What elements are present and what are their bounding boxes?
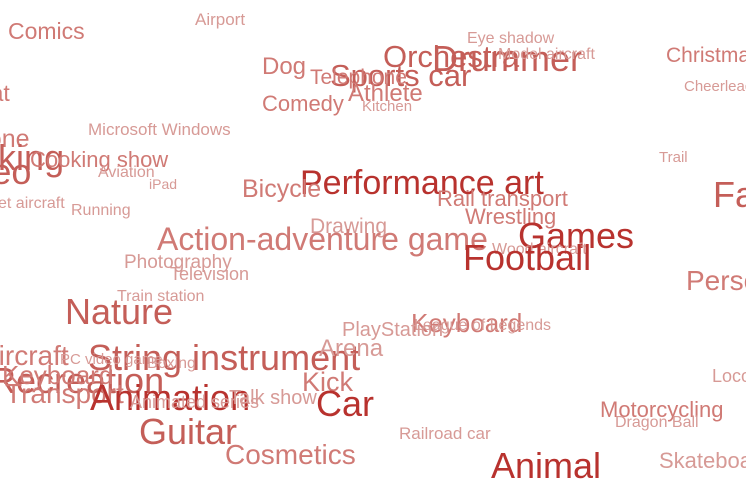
word-fashion: Fashion [713, 174, 746, 215]
word-ipad: iPad [149, 176, 178, 192]
word-locomotive: Locomotive [712, 366, 746, 386]
word-phone: phone [0, 125, 30, 153]
word-arena: Arena [319, 335, 384, 362]
word-christmas: Christmas [666, 44, 746, 67]
word-wrestling: Wrestling [465, 204, 557, 229]
word-boxing: Boxing [147, 355, 196, 372]
word-animation: Animation [90, 377, 251, 418]
word-sports-car: Sports car [330, 58, 472, 93]
word-railroad-car: Railroad car [399, 424, 491, 443]
word-athlete: Athlete [348, 80, 423, 107]
word-performance-art: Performance art [300, 164, 544, 202]
word-transport: Transport [5, 378, 124, 409]
word-keyboard: Keyboard [411, 308, 523, 338]
word-aircraft: Aircraft [0, 340, 69, 371]
word-microsoft-windows: Microsoft Windows [88, 120, 231, 139]
word-kitchen: Kitchen [362, 98, 413, 115]
word-motorcycling: Motorcycling [600, 397, 724, 422]
word-airport: Airport [195, 10, 246, 29]
word-pc-video-game: PC video game [60, 351, 163, 368]
word-hat: Hat [0, 80, 10, 106]
word-cooking: cooking [0, 137, 65, 178]
word-dragon-ball: Dragon Ball [615, 414, 699, 431]
word-television: Television [170, 264, 250, 284]
word-keyboard-2: Keyboard [2, 360, 114, 390]
word-drawing: Drawing [310, 215, 388, 238]
word-jet-aircraft: Jet aircraft [0, 195, 65, 212]
word-talk-show: Talk show [229, 387, 317, 409]
word-photography: Photography [124, 252, 232, 273]
word-video: Video [0, 151, 32, 192]
word-cosmetics: Cosmetics [225, 439, 356, 470]
word-telephone: Telephone [310, 66, 407, 89]
word-football: Football [463, 237, 592, 278]
word-trail: Trail [659, 149, 688, 166]
word-running: Running [71, 202, 131, 219]
word-animal: Animal [491, 445, 602, 486]
word-nature: Nature [65, 291, 174, 332]
word-comedy: Comedy [262, 91, 344, 116]
word-orchestra: Orchestra [383, 39, 520, 74]
word-dog: Dog [262, 53, 307, 80]
word-model-aircraft: Model aircraft [498, 46, 595, 63]
word-league-of-legends: League of Legends [414, 317, 552, 334]
word-cooking-show: Cooking show [30, 147, 169, 172]
word-playstation: PlayStation [342, 319, 444, 341]
word-aviation: Aviation [98, 164, 155, 181]
word-train-station: Train station [117, 288, 205, 305]
word-comics: Comics [8, 18, 85, 44]
word-skateboarding: Skateboarding [659, 448, 746, 473]
word-guitar: Guitar [139, 411, 238, 452]
word-games: Games [518, 215, 635, 256]
word-car: Car [316, 383, 375, 424]
word-string-instrument: String instrument [88, 337, 361, 378]
word-drummer: Drummer [432, 38, 582, 79]
word-wood-aircraft: Wood aircraft [492, 241, 587, 258]
word-animated-series: Animated series [130, 392, 260, 412]
word-cheerleading: Cheerleading [684, 78, 746, 95]
word-rail-transport: Rail transport [437, 186, 568, 211]
word-action-adventure-game: Action-adventure game [157, 221, 488, 257]
word-eye-shadow: Eye shadow [467, 30, 555, 47]
word-kick: Kick [302, 367, 354, 397]
word-bicycle: Bicycle [242, 175, 322, 203]
word-recreation: Recreation [0, 360, 165, 401]
word-person: Person [686, 265, 746, 296]
